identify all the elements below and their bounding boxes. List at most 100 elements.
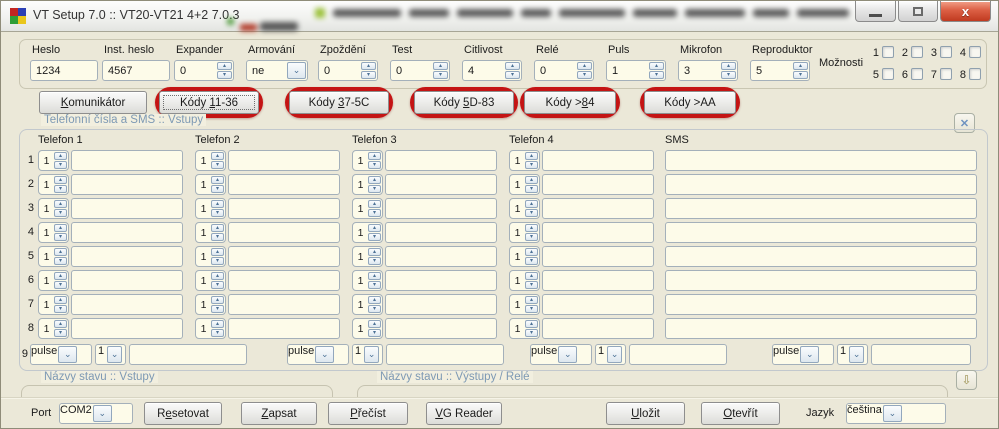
- spin-down-icon[interactable]: ▾: [525, 281, 538, 289]
- spin-up-icon[interactable]: ▴: [525, 248, 538, 256]
- spin-up-icon[interactable]: ▴: [54, 176, 67, 184]
- phone-4-row-2-input[interactable]: [542, 174, 654, 195]
- armov-n--select[interactable]: ne ⌄: [246, 60, 308, 81]
- spin-up-icon[interactable]: ▴: [54, 200, 67, 208]
- spin-down-icon[interactable]: ▾: [577, 71, 592, 79]
- phone-priority-spinner[interactable]: 1 ▴ ▾: [38, 222, 69, 243]
- phone-priority-spinner[interactable]: 1 ▴ ▾: [352, 294, 383, 315]
- phone-priority-spinner[interactable]: 1 ▴ ▾: [195, 174, 226, 195]
- phone-priority-spinner[interactable]: 1 ▴ ▾: [195, 318, 226, 339]
- spin-down-icon[interactable]: ▾: [211, 257, 224, 265]
- panel-close-button[interactable]: ✕: [954, 113, 975, 133]
- phone-2-row-4-input[interactable]: [228, 222, 340, 243]
- spin-down-icon[interactable]: ▾: [525, 257, 538, 265]
- spin-up-icon[interactable]: ▴: [211, 320, 224, 328]
- spin-down-icon[interactable]: ▾: [368, 209, 381, 217]
- phone-1-row-4-input[interactable]: [71, 222, 183, 243]
- spin-down-icon[interactable]: ▾: [54, 281, 67, 289]
- phone-3-row-4-input[interactable]: [385, 222, 497, 243]
- port-select[interactable]: COM2 ⌄: [59, 403, 133, 424]
- spin-up-icon[interactable]: ▴: [721, 62, 736, 70]
- phone-1-row-5-input[interactable]: [71, 246, 183, 267]
- pulse-count-select[interactable]: 1 ⌄: [352, 344, 383, 365]
- spin-down-icon[interactable]: ▾: [368, 257, 381, 265]
- spin-up-icon[interactable]: ▴: [211, 296, 224, 304]
- close-window-button[interactable]: x: [940, 1, 991, 22]
- spin-down-icon[interactable]: ▾: [54, 233, 67, 241]
- spin-down-icon[interactable]: ▾: [368, 233, 381, 241]
- spin-down-icon[interactable]: ▾: [54, 185, 67, 193]
- maximize-button[interactable]: [898, 1, 938, 22]
- option-checkbox-3[interactable]: [940, 46, 952, 58]
- dropdown-arrow-icon[interactable]: ⌄: [107, 346, 123, 363]
- spin-up-icon[interactable]: ▴: [505, 62, 520, 70]
- phone-priority-spinner[interactable]: 1 ▴ ▾: [38, 198, 69, 219]
- spin-up-icon[interactable]: ▴: [54, 296, 67, 304]
- spin-up-icon[interactable]: ▴: [577, 62, 592, 70]
- phone-priority-spinner[interactable]: 1 ▴ ▾: [195, 246, 226, 267]
- dropdown-arrow-icon[interactable]: ⌄: [92, 405, 112, 422]
- spin-up-icon[interactable]: ▴: [525, 176, 538, 184]
- spin-up-icon[interactable]: ▴: [54, 224, 67, 232]
- phone-2-row-1-input[interactable]: [228, 150, 340, 171]
- phone-priority-spinner[interactable]: 1 ▴ ▾: [352, 246, 383, 267]
- spin-up-icon[interactable]: ▴: [54, 320, 67, 328]
- spin-down-icon[interactable]: ▾: [368, 305, 381, 313]
- spin-down-icon[interactable]: ▾: [54, 305, 67, 313]
- spin-up-icon[interactable]: ▴: [368, 296, 381, 304]
- spin-up-icon[interactable]: ▴: [525, 272, 538, 280]
- phone-4-row-4-input[interactable]: [542, 222, 654, 243]
- option-checkbox-5[interactable]: [882, 68, 894, 80]
- pulse-count-select[interactable]: 1 ⌄: [95, 344, 126, 365]
- phone-4-row-6-input[interactable]: [542, 270, 654, 291]
- phone-priority-spinner[interactable]: 1 ▴ ▾: [509, 270, 540, 291]
- dropdown-arrow-icon[interactable]: ⌄: [364, 346, 380, 363]
- spin-down-icon[interactable]: ▾: [54, 329, 67, 337]
- spin-up-icon[interactable]: ▴: [54, 248, 67, 256]
- spin-up-icon[interactable]: ▴: [211, 152, 224, 160]
- pulse-text-input[interactable]: [129, 344, 247, 365]
- spin-up-icon[interactable]: ▴: [217, 62, 232, 70]
- phone-priority-spinner[interactable]: 1 ▴ ▾: [195, 198, 226, 219]
- pulse-mode-select[interactable]: pulse ⌄: [30, 344, 92, 365]
- dropdown-arrow-icon[interactable]: ⌄: [800, 346, 820, 363]
- spin-up-icon[interactable]: ▴: [211, 272, 224, 280]
- dropdown-arrow-icon[interactable]: ⌄: [315, 346, 335, 363]
- spin-up-icon[interactable]: ▴: [361, 62, 376, 70]
- spin-up-icon[interactable]: ▴: [368, 224, 381, 232]
- phone-3-row-8-input[interactable]: [385, 318, 497, 339]
- sms-row-3-input[interactable]: [665, 198, 977, 219]
- pulse-mode-select[interactable]: pulse ⌄: [530, 344, 592, 365]
- phone-3-row-2-input[interactable]: [385, 174, 497, 195]
- spin-up-icon[interactable]: ▴: [525, 224, 538, 232]
- spin-up-icon[interactable]: ▴: [211, 200, 224, 208]
- rel--spinner[interactable]: 0 ▴ ▾: [534, 60, 594, 81]
- spin-up-icon[interactable]: ▴: [54, 272, 67, 280]
- spin-up-icon[interactable]: ▴: [649, 62, 664, 70]
- language-select[interactable]: čeština ⌄: [846, 403, 946, 424]
- dropdown-arrow-icon[interactable]: ⌄: [58, 346, 78, 363]
- window-titlebar[interactable]: VT Setup 7.0 :: VT20-VT21 4+2 7.0.3 x: [1, 1, 998, 32]
- spin-down-icon[interactable]: ▾: [54, 209, 67, 217]
- sms-row-1-input[interactable]: [665, 150, 977, 171]
- sms-row-7-input[interactable]: [665, 294, 977, 315]
- phone-priority-spinner[interactable]: 1 ▴ ▾: [195, 222, 226, 243]
- puls-spinner[interactable]: 1 ▴ ▾: [606, 60, 666, 81]
- mikrofon-spinner[interactable]: 3 ▴ ▾: [678, 60, 738, 81]
- phone-3-row-7-input[interactable]: [385, 294, 497, 315]
- spin-down-icon[interactable]: ▾: [649, 71, 664, 79]
- spin-down-icon[interactable]: ▾: [525, 233, 538, 241]
- ulo-it-button[interactable]: Uložit: [606, 402, 685, 425]
- phone-priority-spinner[interactable]: 1 ▴ ▾: [38, 318, 69, 339]
- spin-down-icon[interactable]: ▾: [433, 71, 448, 79]
- phone-1-row-2-input[interactable]: [71, 174, 183, 195]
- expander-spinner[interactable]: 0 ▴ ▾: [174, 60, 234, 81]
- phone-priority-spinner[interactable]: 1 ▴ ▾: [352, 270, 383, 291]
- option-checkbox-1[interactable]: [882, 46, 894, 58]
- inst-heslo-field[interactable]: [102, 60, 170, 81]
- spin-up-icon[interactable]: ▴: [368, 176, 381, 184]
- phone-priority-spinner[interactable]: 1 ▴ ▾: [509, 246, 540, 267]
- phone-4-row-7-input[interactable]: [542, 294, 654, 315]
- pulse-text-input[interactable]: [871, 344, 971, 365]
- phone-priority-spinner[interactable]: 1 ▴ ▾: [352, 174, 383, 195]
